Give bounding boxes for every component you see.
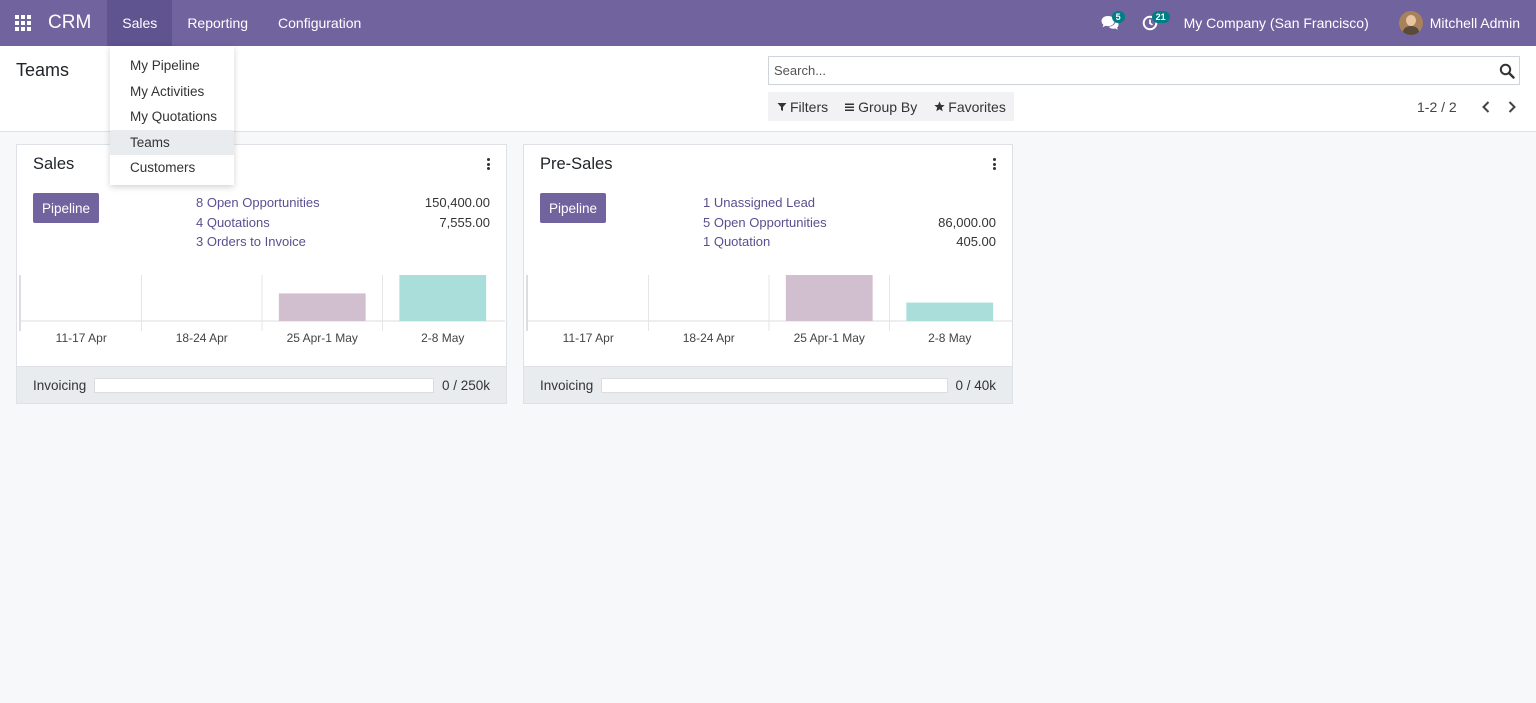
top-navbar: CRM Sales Reporting Configuration 5 21 M… <box>0 0 1536 46</box>
filters-label: Filters <box>790 98 829 115</box>
dropdown-item-my-activities[interactable]: My Activities <box>130 83 205 99</box>
search-icon[interactable] <box>1499 63 1515 79</box>
filter-icon <box>777 102 787 111</box>
pager-value[interactable]: 1-2 / 2 <box>1417 99 1457 115</box>
graph-bar[interactable] <box>399 275 487 321</box>
search-box <box>768 56 1520 85</box>
invoicing-footer: Invoicing 0 / 250k <box>17 366 506 403</box>
dropdown-item-teams[interactable]: Teams <box>110 129 234 155</box>
open-opportunities-link[interactable]: 5 Open Opportunities <box>703 215 827 230</box>
open-opportunities-link[interactable]: 8 Open Opportunities <box>196 195 320 210</box>
team-card-sales: Sales Pipeline 8 Open Opportunities 150,… <box>16 144 507 404</box>
card-menu-icon[interactable] <box>990 157 998 171</box>
company-switcher[interactable]: My Company (San Francisco) <box>1183 15 1369 31</box>
page-title: Teams <box>16 60 70 80</box>
open-opportunities-value: 150,400.00 <box>424 195 490 210</box>
invoicing-progress-bar <box>601 378 948 393</box>
menu-reporting[interactable]: Reporting <box>187 15 249 31</box>
quotation-value: 405.00 <box>956 234 996 249</box>
dropdown-item-my-quotations[interactable]: My Quotations <box>130 109 218 124</box>
card-menu-icon[interactable] <box>484 157 492 171</box>
quotations-link[interactable]: 4 Quotations <box>196 215 270 230</box>
messages-systray[interactable]: 5 <box>1090 0 1130 46</box>
graph-tick-label: 25 Apr-1 May <box>286 331 358 345</box>
pipeline-graph[interactable] <box>526 273 1012 333</box>
menu-configuration[interactable]: Configuration <box>278 15 362 31</box>
unassigned-lead-link[interactable]: 1 Unassigned Lead <box>703 195 816 210</box>
quotation-link[interactable]: 1 Quotation <box>703 234 771 249</box>
menu-sales[interactable]: Sales <box>107 0 173 46</box>
user-avatar <box>1398 11 1423 35</box>
favorites-label: Favorites <box>948 98 1006 115</box>
graph-tick-label: 18-24 Apr <box>682 331 735 345</box>
favorites-button[interactable]: Favorites <box>925 92 1014 121</box>
app-brand[interactable]: CRM <box>48 12 92 33</box>
sales-dropdown-menu: My Pipeline My Activities My Quotations … <box>110 46 234 185</box>
messages-count-badge: 5 <box>1111 11 1125 23</box>
open-opportunities-value: 86,000.00 <box>938 215 996 230</box>
dropdown-item-my-pipeline[interactable]: My Pipeline <box>130 58 200 73</box>
pipeline-button[interactable]: Pipeline <box>540 193 606 223</box>
invoicing-footer: Invoicing 0 / 40k <box>524 366 1012 403</box>
invoicing-progress-bar <box>94 378 434 393</box>
quotations-value: 7,555.00 <box>439 215 490 230</box>
orders-to-invoice-link[interactable]: 3 Orders to Invoice <box>196 234 306 249</box>
graph-tick-label: 11-17 Apr <box>55 331 107 345</box>
group-by-label: Group By <box>858 98 918 115</box>
invoicing-label: Invoicing <box>33 378 87 393</box>
team-name: Pre-Sales <box>540 155 613 173</box>
dropdown-item-customers[interactable]: Customers <box>130 160 196 175</box>
pipeline-button[interactable]: Pipeline <box>33 193 99 223</box>
graph-bar[interactable] <box>785 275 873 321</box>
invoicing-label: Invoicing <box>540 378 594 393</box>
apps-menu-icon[interactable] <box>0 0 46 46</box>
pipeline-graph[interactable] <box>19 273 505 333</box>
invoicing-progress-text[interactable]: 0 / 250k <box>441 378 490 393</box>
graph-tick-label: 11-17 Apr <box>562 331 614 345</box>
team-card-pre-sales: Pre-Sales Pipeline 1 Unassigned Lead 5 O… <box>523 144 1013 404</box>
clock-icon <box>1142 15 1157 31</box>
chevron-left-icon <box>1481 101 1489 113</box>
pager-next-button[interactable] <box>1499 96 1525 118</box>
chat-icon <box>1101 16 1119 30</box>
user-menu[interactable]: Mitchell Admin <box>1391 0 1536 46</box>
graph-bar[interactable] <box>906 302 994 321</box>
bars-icon <box>845 103 855 111</box>
search-options: Filters Group By Favorites <box>768 92 1014 121</box>
graph-tick-label: 25 Apr-1 May <box>793 331 865 345</box>
graph-tick-label: 2-8 May <box>421 331 465 345</box>
control-panel: Teams Filters Group By Favorites 1-2 / 2 <box>0 46 1536 132</box>
team-name: Sales <box>33 155 75 173</box>
group-by-button[interactable]: Group By <box>836 92 925 121</box>
search-input[interactable] <box>769 57 1469 84</box>
graph-tick-label: 18-24 Apr <box>175 331 228 345</box>
invoicing-progress-text[interactable]: 0 / 40k <box>955 378 996 393</box>
pager: 1-2 / 2 <box>1417 96 1525 118</box>
star-icon <box>934 101 945 112</box>
pager-previous-button[interactable] <box>1473 96 1499 118</box>
user-name: Mitchell Admin <box>1429 15 1520 31</box>
filters-button[interactable]: Filters <box>768 92 836 121</box>
graph-tick-label: 2-8 May <box>928 331 972 345</box>
chevron-right-icon <box>1508 101 1516 113</box>
graph-bar[interactable] <box>278 293 366 321</box>
activities-count-badge: 21 <box>1151 11 1170 23</box>
systray: 5 21 My Company (San Francisco) Mitchell… <box>1090 0 1536 46</box>
activities-systray[interactable]: 21 <box>1130 0 1170 46</box>
